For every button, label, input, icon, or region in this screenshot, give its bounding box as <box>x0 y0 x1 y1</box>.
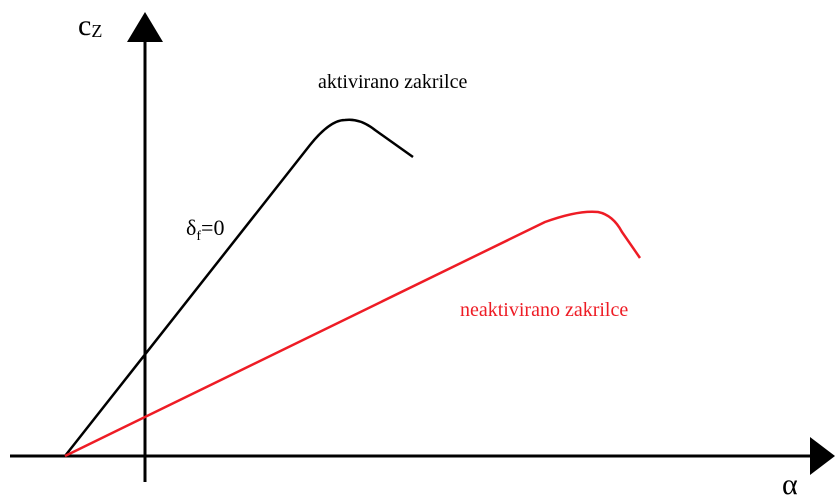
annotation-delta-symbol: δ <box>186 215 196 240</box>
y-axis-label-main: c <box>78 9 91 42</box>
curve-neaktivirano-zakrilce <box>64 210 642 458</box>
label-aktivirano-zakrilce: aktivirano zakrilce <box>318 71 467 93</box>
x-axis-label: α <box>782 468 798 498</box>
curve-aktivirano-zakrilce <box>64 118 414 457</box>
y-axis-arrowhead <box>127 12 163 42</box>
annotation-delta-value: =0 <box>201 215 224 240</box>
annotation-delta-f: δf=0 <box>186 215 224 244</box>
annotation-delta-subscript: f <box>196 229 201 244</box>
x-axis-arrowhead <box>810 437 835 475</box>
y-axis-label-subscript: Z <box>91 21 102 41</box>
label-neaktivirano-zakrilce: neaktivirano zakrilce <box>460 299 628 321</box>
y-axis-label: cZ <box>78 9 102 42</box>
